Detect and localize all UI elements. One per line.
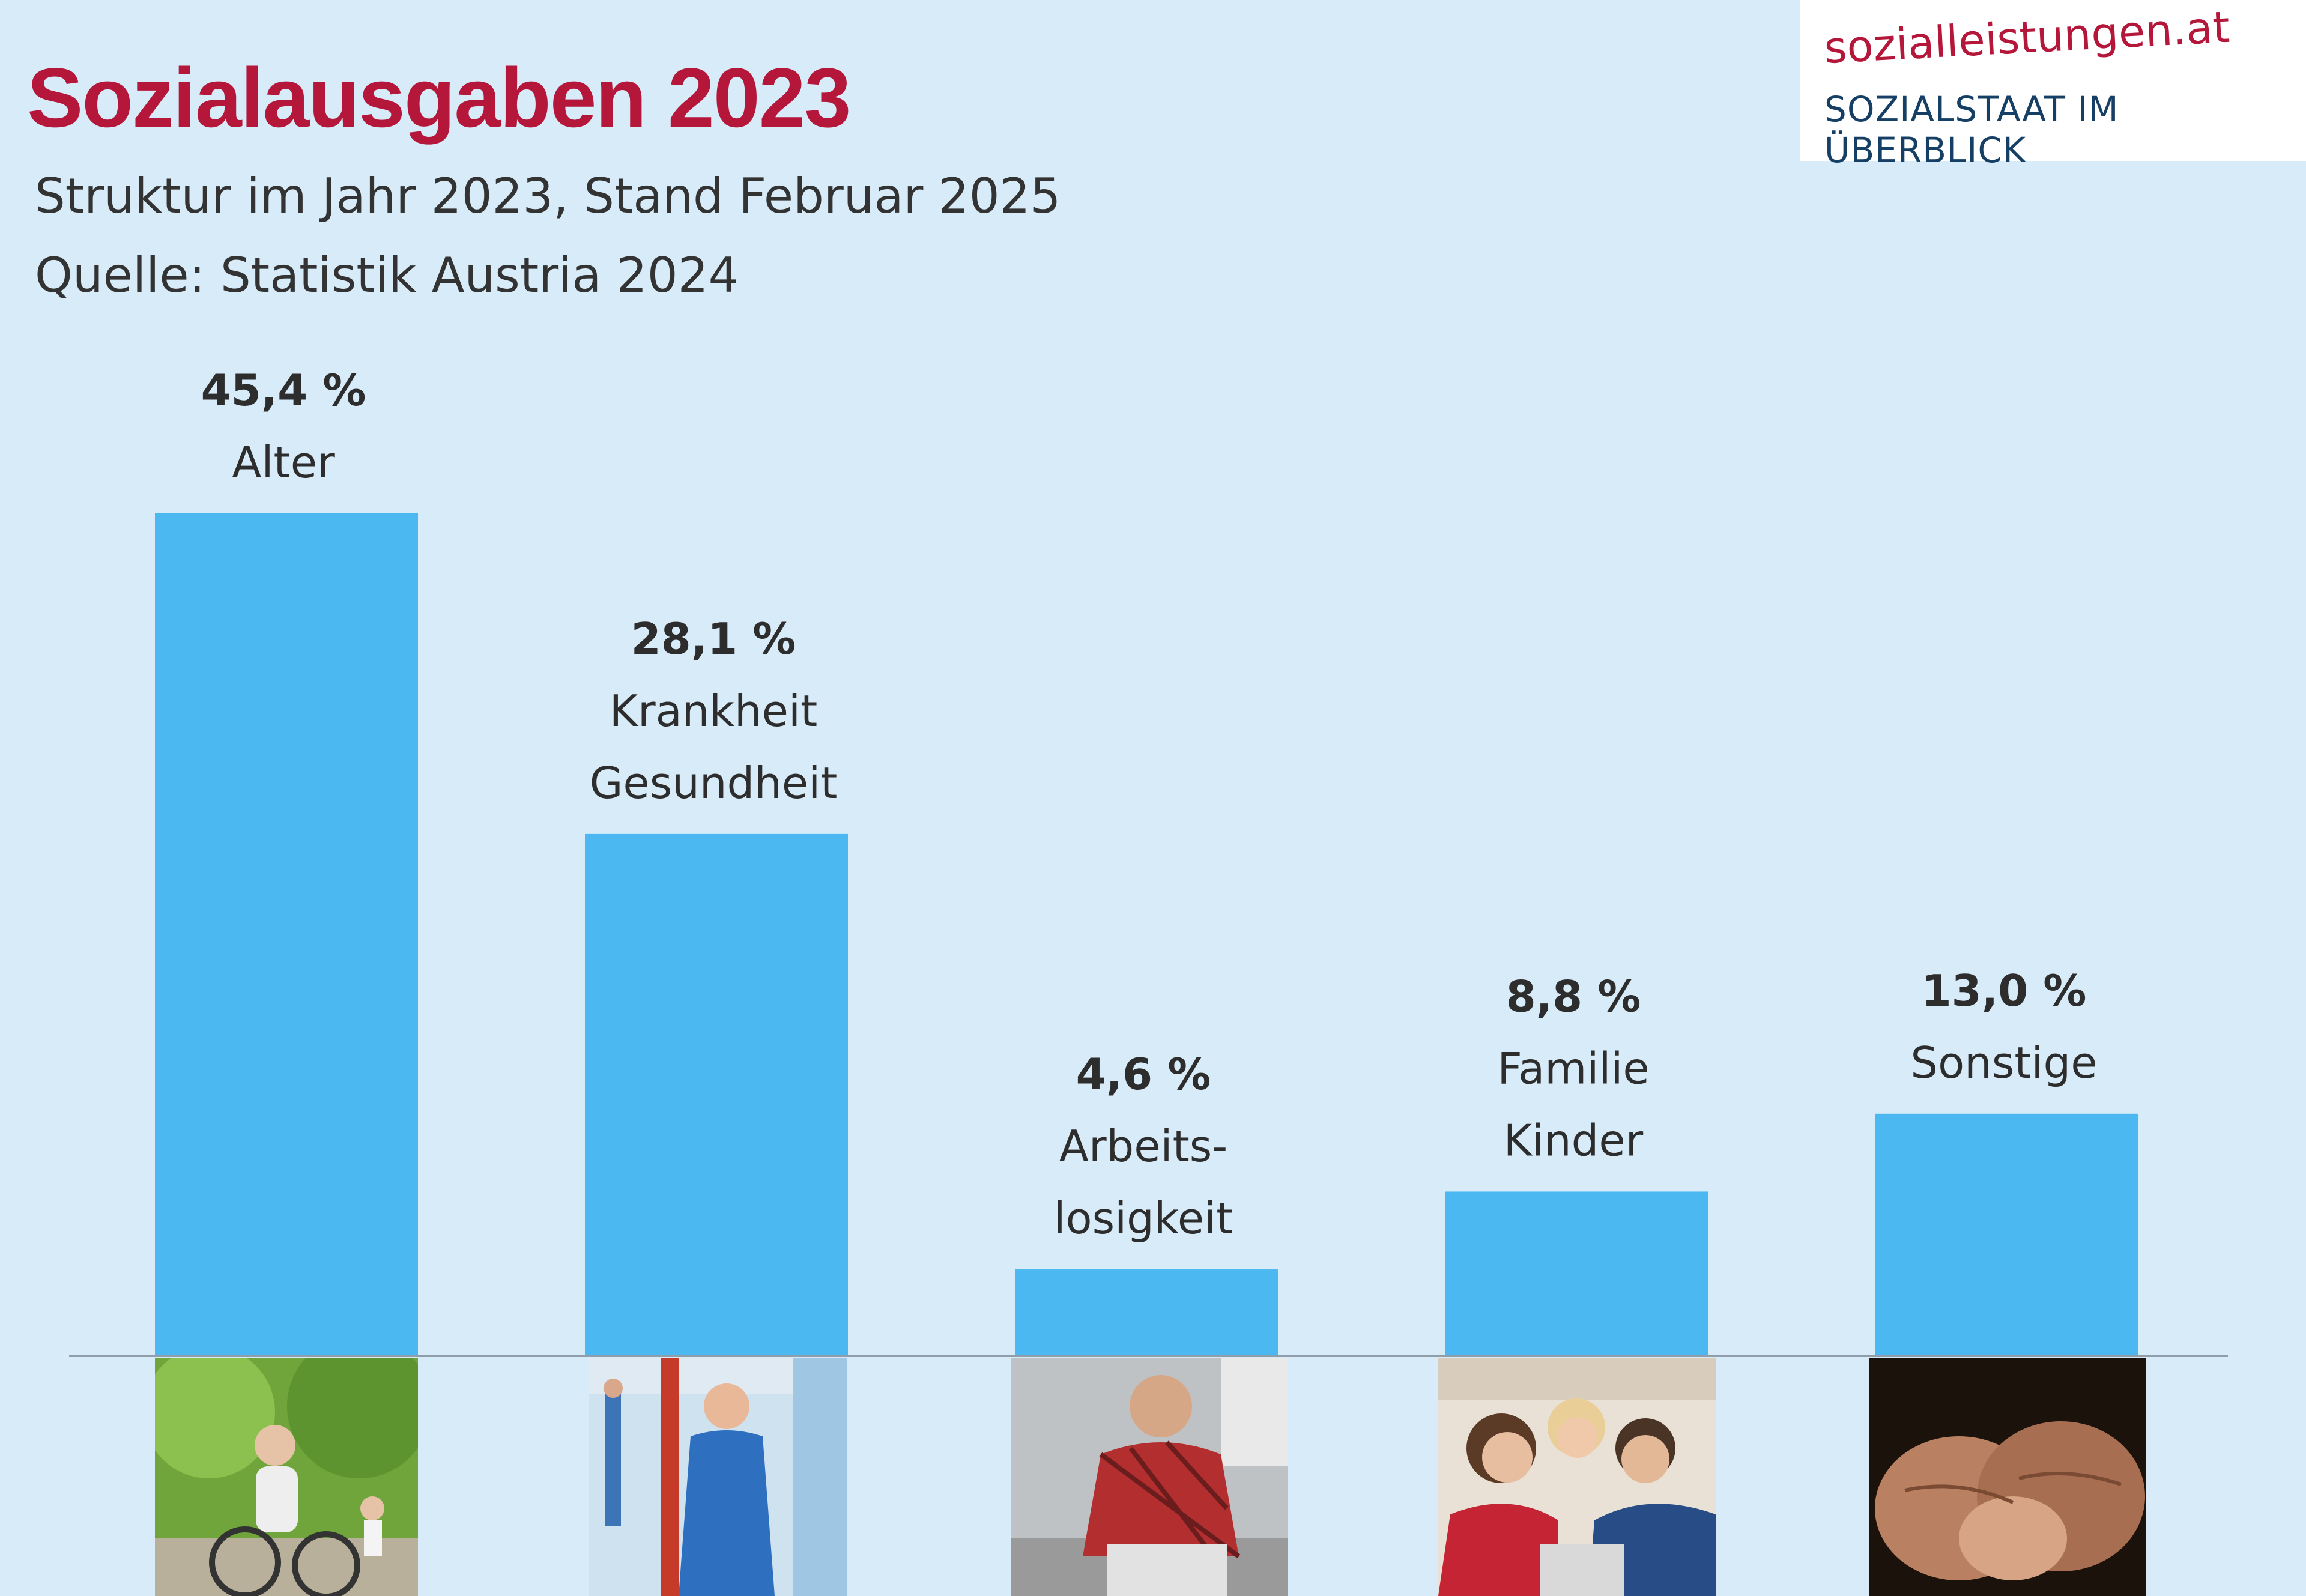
family-photo [1438,1358,1716,1596]
value-label-arbeitslosigkeit: 4,6 % [1076,1049,1211,1099]
category-label-sonstige-1: Sonstige [1910,1038,2097,1088]
elderly-cycling-photo [155,1358,418,1596]
category-label-arbeitslosigkeit-1: Arbeits- [1059,1121,1228,1171]
bar-sonstige [1875,1113,2138,1355]
category-label-familie-1: Familie [1497,1043,1649,1093]
bar-alter [155,513,418,1355]
holding-hands-photo [1869,1358,2146,1596]
category-label-familie-2: Kinder [1504,1115,1644,1165]
bar-familie [1445,1191,1708,1355]
value-label-krankheit: 28,1 % [631,614,796,664]
logo-tagline: SOZIALSTAAT IM ÜBERBLICK [1824,89,2119,171]
chart-title: Sozialausgaben 2023 [27,50,851,145]
chart-subtitle: Struktur im Jahr 2023, Stand Februar 202… [35,168,1061,224]
category-label-alter-1: Alter [232,437,335,488]
category-label-krankheit-2: Gesundheit [590,758,838,808]
nurse-photo [589,1358,847,1596]
value-label-alter: 45,4 % [201,365,366,416]
bar-krankheit [585,833,848,1355]
worried-man-photo [1011,1358,1288,1596]
category-label-krankheit-1: Krankheit [610,686,817,736]
chart-source: Quelle: Statistik Austria 2024 [35,247,739,303]
bar-arbeitslosigkeit [1015,1269,1278,1355]
value-label-sonstige: 13,0 % [1922,966,2087,1016]
logo[interactable]: sozialleistungen.at SOZIALSTAAT IM ÜBERB… [1800,0,2306,171]
value-label-familie: 8,8 % [1506,971,1641,1021]
category-label-arbeitslosigkeit-2: losigkeit [1054,1193,1233,1244]
